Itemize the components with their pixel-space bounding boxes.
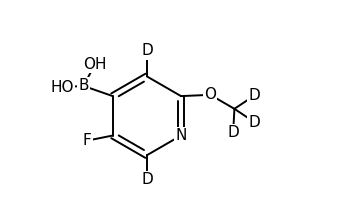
Text: OH: OH <box>83 57 107 72</box>
Text: O: O <box>204 87 216 102</box>
Text: N: N <box>175 128 187 143</box>
Text: F: F <box>83 133 92 148</box>
Text: D: D <box>141 43 153 58</box>
Text: D: D <box>227 125 239 140</box>
Text: D: D <box>248 114 260 129</box>
Text: D: D <box>248 88 260 103</box>
Text: HO: HO <box>50 80 74 95</box>
Text: B: B <box>78 78 89 93</box>
Text: D: D <box>141 172 153 187</box>
